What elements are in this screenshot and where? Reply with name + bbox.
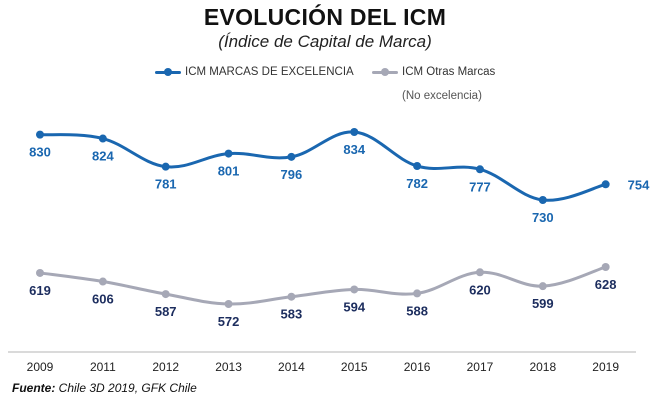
- data-label-0-6: 782: [406, 176, 428, 191]
- data-label-1-2: 587: [155, 304, 177, 319]
- data-point-1-9: [601, 263, 610, 271]
- data-point-1-6: [413, 289, 422, 298]
- data-label-1-5: 594: [343, 299, 365, 314]
- data-point-0-1: [98, 134, 107, 143]
- data-label-1-3: 572: [218, 314, 240, 329]
- x-tick-label-3: 2013: [215, 360, 242, 374]
- data-label-0-0: 830: [29, 145, 51, 160]
- x-tick-label-0: 2009: [27, 360, 54, 374]
- legend-item-excelencia: ICM MARCAS DE EXCELENCIA: [155, 66, 354, 78]
- data-point-1-1: [98, 277, 107, 286]
- data-point-1-3: [224, 300, 233, 308]
- source-label: Fuente:: [12, 381, 56, 395]
- data-point-0-5: [350, 128, 359, 136]
- data-point-1-0: [36, 268, 44, 277]
- legend-note-otras: (No excelencia): [402, 90, 482, 102]
- data-point-0-6: [413, 162, 422, 170]
- data-point-1-5: [350, 285, 359, 294]
- data-point-0-8: [538, 196, 547, 204]
- data-label-0-9: 754: [628, 177, 650, 192]
- data-label-1-9: 628: [595, 277, 617, 292]
- data-point-1-7: [475, 268, 484, 277]
- x-tick-label-6: 2016: [404, 360, 431, 374]
- data-point-0-3: [224, 149, 233, 158]
- source-note: Fuente: Chile 3D 2019, GFK Chile: [12, 381, 197, 395]
- data-label-0-7: 777: [469, 179, 491, 194]
- legend-label-otras: ICM Otras Marcas: [402, 66, 496, 78]
- source-text: Chile 3D 2019, GFK Chile: [55, 381, 197, 395]
- data-point-0-4: [287, 152, 296, 161]
- data-point-0-0: [36, 130, 44, 139]
- data-label-1-1: 606: [92, 292, 114, 307]
- data-label-1-7: 620: [469, 282, 491, 297]
- data-label-0-2: 781: [155, 177, 177, 192]
- data-label-1-8: 599: [532, 296, 554, 311]
- legend-label-excelencia: ICM MARCAS DE EXCELENCIA: [185, 66, 354, 78]
- data-point-1-8: [538, 282, 547, 291]
- data-label-1-4: 583: [281, 307, 303, 322]
- data-label-1-0: 619: [29, 283, 51, 298]
- data-label-1-6: 588: [406, 303, 428, 318]
- chart-title: EVOLUCIÓN DEL ICM: [203, 4, 447, 30]
- x-tick-label-7: 2017: [467, 360, 494, 374]
- data-label-0-8: 730: [532, 210, 554, 225]
- data-label-0-3: 801: [218, 164, 240, 179]
- legend-swatch-otras: [372, 67, 398, 76]
- legend-item-otras: ICM Otras Marcas: [372, 66, 495, 78]
- legend-swatch-excelencia: [155, 67, 181, 76]
- data-label-0-5: 834: [343, 142, 365, 157]
- data-point-1-4: [287, 292, 296, 301]
- x-tick-label-1: 2011: [90, 360, 116, 374]
- data-point-1-2: [161, 290, 170, 299]
- data-label-0-1: 824: [92, 149, 114, 164]
- x-tick-label-5: 2015: [341, 360, 368, 374]
- x-tick-label-9: 2019: [592, 360, 619, 374]
- data-point-0-9: [601, 180, 610, 189]
- series-line-1: [38, 265, 608, 306]
- x-tick-label-4: 2014: [278, 360, 305, 374]
- series-line-0: [38, 130, 608, 202]
- x-tick-label-2: 2012: [152, 360, 179, 374]
- data-point-0-7: [475, 165, 484, 174]
- x-tick-label-8: 2018: [529, 360, 556, 374]
- chart-subtitle: (Índice de Capital de Marca): [218, 32, 432, 51]
- data-point-0-2: [161, 162, 170, 171]
- data-label-0-4: 796: [281, 167, 303, 182]
